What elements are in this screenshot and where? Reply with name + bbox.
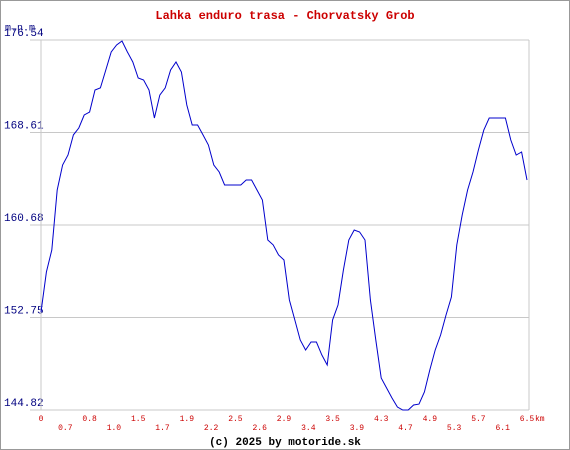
x-tick-label: 1.7 bbox=[155, 424, 170, 433]
x-tick-label: 2.6 bbox=[252, 424, 267, 433]
y-tick-label: 176.54 bbox=[4, 28, 44, 40]
x-tick-label: 3.9 bbox=[350, 424, 365, 433]
x-tick-label: 6.1 bbox=[495, 424, 510, 433]
x-tick-label: 1.9 bbox=[180, 415, 195, 424]
elevation-line bbox=[40, 40, 528, 411]
chart-title: Lahka enduro trasa - Chorvatsky Grob bbox=[155, 9, 414, 23]
y-axis-label: m.n.m bbox=[5, 24, 35, 35]
x-tick-label: 4.3 bbox=[374, 415, 389, 424]
y-tick-label: 144.82 bbox=[4, 398, 44, 410]
y-tick-label: 152.75 bbox=[4, 305, 44, 317]
y-tick-label: 160.68 bbox=[4, 213, 44, 225]
x-tick-label: 4.7 bbox=[398, 424, 413, 433]
x-tick-label: 6.5 bbox=[520, 415, 535, 424]
y-tick-label: 168.61 bbox=[4, 120, 44, 132]
footer: (c) 2025 by motoride.sk bbox=[209, 437, 361, 449]
x-tick-label: 2.2 bbox=[204, 424, 219, 433]
x-tick-label: 4.9 bbox=[423, 415, 438, 424]
x-axis-label: km bbox=[535, 415, 545, 424]
x-tick-label: 2.9 bbox=[277, 415, 292, 424]
x-tick-label: 0.8 bbox=[82, 415, 97, 424]
x-tick-label: 3.4 bbox=[301, 424, 316, 433]
x-tick-label: 5.3 bbox=[447, 424, 462, 433]
x-tick-label: 3.5 bbox=[325, 415, 340, 424]
x-tick-label: 1.0 bbox=[107, 424, 122, 433]
x-tick-label: 1.5 bbox=[131, 415, 146, 424]
x-tick-label: 2.5 bbox=[228, 415, 243, 424]
x-tick-label: 0.7 bbox=[58, 424, 73, 433]
x-tick-label: 0 bbox=[39, 415, 44, 424]
x-tick-label: 5.7 bbox=[471, 415, 486, 424]
